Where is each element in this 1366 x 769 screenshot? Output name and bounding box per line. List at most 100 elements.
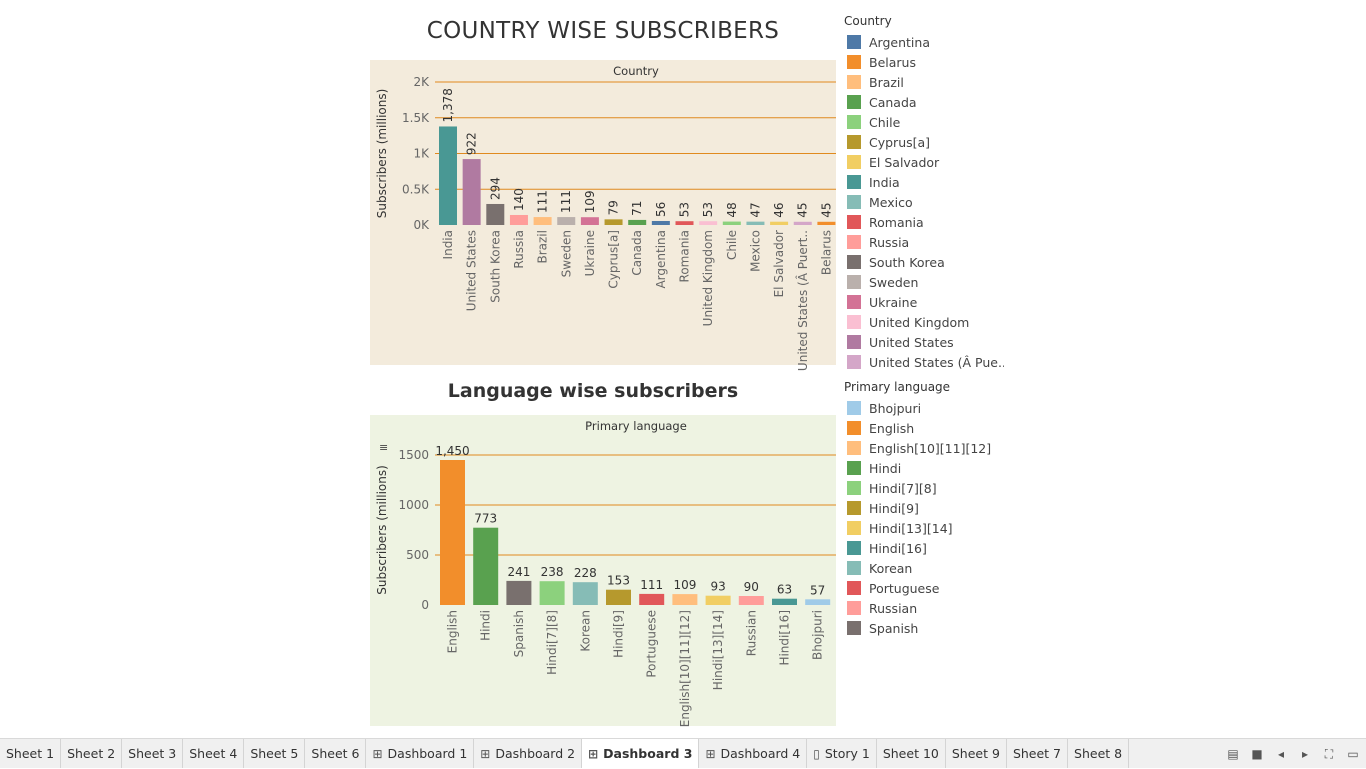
language-chart-panel[interactable]: Primary language 0 500 1000 1500 Subscribers … [370, 415, 836, 727]
bar[interactable] [805, 599, 831, 605]
country-legend-item[interactable]: Cyprus[a] [844, 132, 1004, 152]
country-bar-chart[interactable]: Country 0K 0.5K 1K 1.5K 2K Subscribers (millio… [370, 60, 836, 371]
legend-label: United Kingdom [869, 314, 970, 330]
language-legend-item[interactable]: Hindi[9] [844, 498, 1004, 518]
tab-sheet-10[interactable]: Sheet 10 [877, 739, 946, 768]
language-legend-item[interactable]: Hindi [844, 458, 1004, 478]
country-legend-item[interactable]: United Kingdom [844, 312, 1004, 332]
bar[interactable] [557, 217, 576, 225]
sort-icon[interactable]: ≡ [379, 441, 388, 454]
bar[interactable] [580, 217, 599, 225]
legend-swatch [847, 55, 861, 69]
tab-sheet-5[interactable]: Sheet 5 [244, 739, 306, 768]
bar[interactable] [699, 221, 718, 225]
category-label: El Salvador [772, 230, 786, 297]
country-legend-item[interactable]: Romania [844, 212, 1004, 232]
tab-sheet-4[interactable]: Sheet 4 [183, 739, 245, 768]
language-legend-item[interactable]: English [844, 418, 1004, 438]
show-tabs-icon[interactable]: ■ [1251, 747, 1263, 761]
bar[interactable] [793, 221, 812, 225]
language-legend-title: Primary language [844, 380, 951, 394]
legend-swatch [847, 135, 861, 149]
legend-label: Sweden [869, 274, 919, 290]
language-legend-item[interactable]: Spanish [844, 618, 1004, 638]
bar-value-label: 109 [673, 578, 696, 592]
bar[interactable] [770, 221, 789, 225]
country-legend-item[interactable]: South Korea [844, 252, 1004, 272]
tab-dashboard-2[interactable]: ⊞ Dashboard 2 [474, 739, 583, 768]
bar-value-label: 47 [748, 202, 762, 217]
bar[interactable] [628, 219, 647, 225]
tab-label: Dashboard 4 [720, 746, 801, 761]
language-legend-item[interactable]: Hindi[7][8] [844, 478, 1004, 498]
legend-label: Hindi [869, 460, 902, 476]
language-bar-chart[interactable]: Primary language 0 500 1000 1500 Subscribers … [370, 415, 836, 727]
tab-sheet-1[interactable]: Sheet 1 [0, 739, 62, 768]
language-legend-item[interactable]: Hindi[13][14] [844, 518, 1004, 538]
bar[interactable] [506, 580, 532, 605]
country-legend-item[interactable]: United States [844, 332, 1004, 352]
country-legend-item[interactable]: Brazil [844, 72, 1004, 92]
category-label: Ukraine [583, 230, 597, 276]
country-legend-title: Country [844, 14, 892, 28]
bar[interactable] [772, 598, 797, 605]
next-sheet-icon[interactable]: ▸ [1301, 747, 1309, 761]
country-legend-item[interactable]: El Salvador [844, 152, 1004, 172]
country-legend-item[interactable]: Ukraine [844, 292, 1004, 312]
y-axis-title: Subscribers (millions) [375, 465, 389, 595]
language-legend-item[interactable]: Bhojpuri [844, 398, 1004, 418]
bar[interactable] [572, 582, 598, 605]
country-legend-item[interactable]: Sweden [844, 272, 1004, 292]
bar[interactable] [462, 159, 481, 225]
tab-label: Sheet 9 [951, 746, 1000, 761]
country-legend-item[interactable]: Russia [844, 232, 1004, 252]
bar[interactable] [672, 594, 698, 605]
presentation-mode-icon[interactable]: ▭ [1347, 747, 1359, 761]
country-legend-item[interactable]: Belarus [844, 52, 1004, 72]
bar[interactable] [473, 527, 499, 605]
country-legend-item[interactable]: United States (Â Pue.. [844, 352, 1004, 372]
tab-sheet-7[interactable]: Sheet 7 [1007, 739, 1069, 768]
tab-sheet-3[interactable]: Sheet 3 [122, 739, 184, 768]
tab-story-1[interactable]: ▯ Story 1 [807, 739, 877, 768]
bar[interactable] [817, 221, 836, 225]
bar[interactable] [439, 126, 457, 225]
country-legend-item[interactable]: Argentina [844, 32, 1004, 52]
country-legend-item[interactable]: Canada [844, 92, 1004, 112]
bar[interactable] [533, 217, 552, 225]
bar[interactable] [722, 221, 741, 225]
country-chart-panel[interactable]: Country 0K 0.5K 1K 1.5K 2K Subscribers (millio… [370, 60, 836, 371]
bar[interactable] [440, 460, 465, 605]
tab-sheet-2[interactable]: Sheet 2 [61, 739, 123, 768]
language-legend-item[interactable]: Korean [844, 558, 1004, 578]
bar[interactable] [639, 593, 665, 605]
bar[interactable] [539, 581, 565, 605]
tab-dashboard-3[interactable]: ⊞ Dashboard 3 [582, 739, 700, 768]
tab-dashboard-4[interactable]: ⊞ Dashboard 4 [699, 739, 808, 768]
show-filmstrip-icon[interactable]: ▤ [1227, 747, 1239, 761]
previous-sheet-icon[interactable]: ◂ [1277, 747, 1285, 761]
fit-screen-icon[interactable]: ⛶ [1324, 746, 1334, 761]
bar[interactable] [509, 214, 528, 225]
category-label: Mexico [748, 230, 762, 272]
bar[interactable] [651, 220, 670, 225]
bar[interactable] [675, 221, 694, 225]
tab-sheet-9[interactable]: Sheet 9 [946, 739, 1007, 768]
bar[interactable] [606, 589, 631, 605]
country-legend-item[interactable]: India [844, 172, 1004, 192]
bar[interactable] [746, 221, 765, 225]
bar-value-label: 93 [710, 580, 725, 594]
language-legend-item[interactable]: English[10][11][12] [844, 438, 1004, 458]
bar[interactable] [604, 219, 623, 225]
tab-sheet-6[interactable]: Sheet 6 [305, 739, 367, 768]
bar[interactable] [486, 203, 505, 225]
country-legend-item[interactable]: Chile [844, 112, 1004, 132]
country-legend-item[interactable]: Mexico [844, 192, 1004, 212]
bar[interactable] [738, 596, 764, 605]
tab-dashboard-1[interactable]: ⊞ Dashboard 1 [366, 739, 475, 768]
language-legend-item[interactable]: Portuguese [844, 578, 1004, 598]
bar[interactable] [705, 595, 731, 605]
language-legend-item[interactable]: Hindi[16] [844, 538, 1004, 558]
tab-sheet-8[interactable]: Sheet 8 [1068, 739, 1130, 768]
language-legend-item[interactable]: Russian [844, 598, 1004, 618]
